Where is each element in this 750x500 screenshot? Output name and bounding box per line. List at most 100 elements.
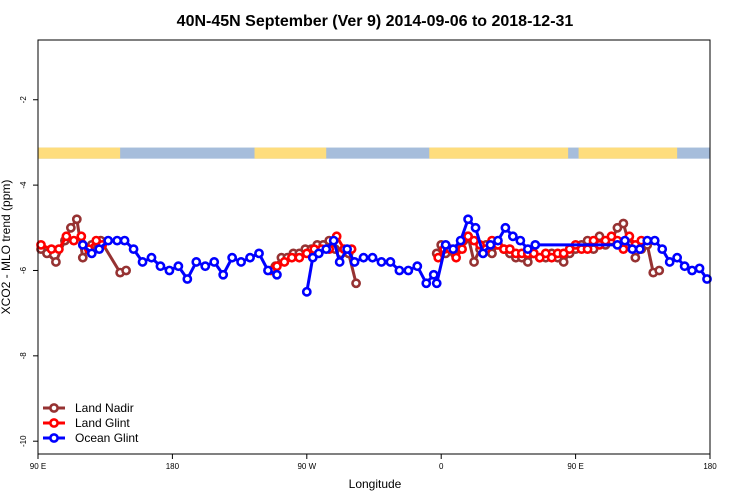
ocean-glint-point bbox=[358, 252, 369, 263]
chart-title: 40N-45N September (Ver 9) 2014-09-06 to … bbox=[177, 13, 574, 30]
land-glint-point bbox=[457, 244, 468, 255]
ocean-glint-point bbox=[403, 265, 414, 276]
x-tick-label: 90 E bbox=[567, 462, 583, 471]
x-tick-label: 90 W bbox=[297, 462, 316, 471]
x-tick-label: 90 E bbox=[30, 462, 46, 471]
x-axis: 90 E 180 90 W 0 90 E 180 bbox=[30, 454, 717, 471]
ocean-glint-point bbox=[367, 252, 378, 263]
ocean-glint-point bbox=[173, 261, 184, 272]
ocean-glint-point bbox=[227, 252, 238, 263]
ocean-glint-point bbox=[530, 239, 541, 250]
land-nadir-point bbox=[630, 252, 641, 263]
legend-label: Land Glint bbox=[75, 416, 130, 430]
ocean-glint-point bbox=[119, 235, 130, 246]
legend-item-land-glint: Land Glint bbox=[43, 416, 130, 430]
ocean-glint-point bbox=[86, 248, 97, 259]
ocean-glint-point bbox=[301, 286, 312, 297]
land-nadir-point bbox=[618, 218, 629, 229]
ocean-glint-point bbox=[94, 244, 105, 255]
land-glint-point bbox=[451, 252, 462, 263]
y-tick-label: -10 bbox=[19, 435, 28, 447]
ocean-glint-run bbox=[431, 214, 712, 289]
land-strip-segment bbox=[578, 147, 678, 159]
land-strip-segment bbox=[38, 147, 121, 159]
ocean-glint-point bbox=[694, 263, 705, 274]
ocean-strip bbox=[38, 147, 710, 159]
ocean-glint-point bbox=[500, 222, 511, 233]
ocean-glint-point bbox=[263, 265, 273, 276]
x-tick-label: 180 bbox=[166, 462, 180, 471]
ocean-glint-point bbox=[619, 235, 630, 246]
ocean-glint-point bbox=[431, 278, 442, 289]
ocean-glint-point bbox=[515, 235, 526, 246]
ocean-glint-point bbox=[218, 269, 229, 280]
ocean-glint-point bbox=[507, 231, 518, 242]
legend-swatch-marker bbox=[49, 418, 59, 428]
ocean-glint-point bbox=[376, 257, 387, 267]
ocean-glint-point bbox=[342, 244, 353, 255]
y-axis: -2 -4 -6 -8 -10 bbox=[19, 96, 38, 447]
y-tick-label: -2 bbox=[19, 96, 28, 104]
ocean-glint-point bbox=[77, 239, 88, 250]
ocean-glint-point bbox=[493, 235, 503, 246]
ocean-glint-point bbox=[349, 257, 360, 267]
ocean-glint-point bbox=[421, 278, 432, 289]
ocean-glint-point bbox=[485, 239, 496, 250]
ocean-glint-point bbox=[321, 244, 332, 255]
ocean-glint-point bbox=[463, 214, 473, 225]
land-nadir-point bbox=[522, 257, 533, 267]
ocean-glint-point bbox=[455, 235, 466, 246]
y-tick-label: -8 bbox=[19, 352, 28, 360]
land-nadir-point bbox=[51, 257, 61, 267]
legend-item-land-nadir: Land Nadir bbox=[43, 401, 134, 415]
land-glint-point bbox=[286, 252, 297, 263]
land-glint-point bbox=[46, 244, 57, 255]
plot-area bbox=[36, 147, 712, 297]
land-nadir-point bbox=[121, 265, 132, 276]
land-glint-point bbox=[76, 231, 87, 242]
ocean-glint-point bbox=[209, 257, 220, 267]
ocean-glint-point bbox=[313, 248, 324, 259]
land-nadir-point bbox=[77, 252, 88, 263]
ocean-glint-point bbox=[634, 244, 645, 255]
y-axis-label: XCO2 - MLO trend (ppm) bbox=[0, 180, 13, 315]
land-strip-segment bbox=[254, 147, 327, 159]
land-glint-point bbox=[68, 235, 79, 246]
land-nadir-point bbox=[469, 257, 479, 267]
ocean-glint-point bbox=[448, 244, 459, 255]
ocean-glint-point bbox=[146, 252, 157, 263]
land-glint-point bbox=[279, 257, 290, 267]
ocean-glint-point bbox=[702, 274, 712, 284]
x-tick-label: 0 bbox=[439, 462, 444, 471]
ocean-glint-point bbox=[649, 235, 660, 246]
land-nadir-point bbox=[654, 265, 665, 276]
ocean-glint-point bbox=[128, 244, 139, 255]
ocean-glint-point bbox=[394, 265, 405, 276]
ocean-glint-point bbox=[272, 269, 282, 280]
ocean-glint-point bbox=[440, 239, 451, 250]
legend-label: Land Nadir bbox=[75, 401, 134, 415]
y-tick-label: -6 bbox=[19, 266, 28, 274]
land-glint-point bbox=[61, 231, 72, 242]
ocean-glint-point bbox=[254, 248, 264, 259]
land-nadir-point bbox=[65, 222, 76, 233]
ocean-glint-point bbox=[687, 265, 697, 276]
legend-label: Ocean Glint bbox=[75, 431, 139, 445]
ocean-glint-point bbox=[470, 222, 481, 233]
land-strip-segment bbox=[429, 147, 569, 159]
legend-swatch-marker bbox=[49, 403, 59, 413]
ocean-glint-point bbox=[642, 235, 653, 246]
ocean-glint-point bbox=[428, 269, 439, 280]
land-glint-point bbox=[294, 252, 305, 263]
ocean-glint-point bbox=[164, 265, 175, 276]
ocean-glint-point bbox=[672, 252, 683, 263]
legend-swatch-marker bbox=[49, 433, 59, 443]
land-glint-point bbox=[582, 244, 593, 255]
land-glint-point bbox=[36, 239, 46, 250]
ocean-glint-point bbox=[657, 244, 668, 255]
land-nadir-point bbox=[558, 257, 569, 267]
ocean-glint-point bbox=[328, 235, 339, 246]
ocean-glint-point bbox=[612, 239, 623, 250]
ocean-glint-point bbox=[679, 261, 690, 272]
